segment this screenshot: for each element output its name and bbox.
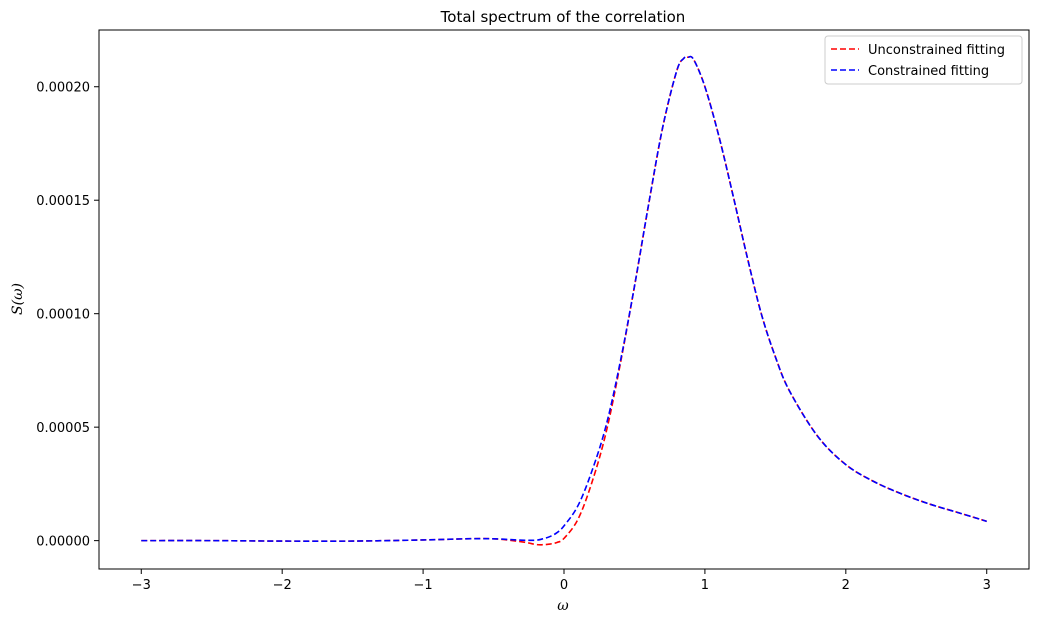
y-axis: 0.00000 0.00005 0.00010 0.00015 0.00020 [36,81,99,550]
chart-title: Total spectrum of the correlation [440,8,686,26]
x-tick-label: 3 [983,578,991,593]
legend-label-constrained: Constrained fitting [868,64,989,79]
y-tick-label: 0.00020 [36,81,90,96]
x-axis: −3 −2 −1 0 1 2 3 [132,569,991,593]
x-tick-label: −1 [414,578,433,593]
y-tick-label: 0.00005 [36,421,90,436]
legend-label-unconstrained: Unconstrained fitting [868,43,1005,58]
x-tick-label: 2 [842,578,850,593]
legend: Unconstrained fitting Constrained fittin… [824,35,1023,85]
y-axis-label: S(ω) [10,283,26,315]
x-axis-label: ω [557,598,569,614]
series-layer [141,55,987,546]
x-tick-label: 0 [560,578,568,593]
x-tick-label: −3 [132,578,151,593]
x-tick-label: 1 [701,578,709,593]
series-line-unconstrained [141,55,987,546]
legend-box [824,35,1023,85]
x-tick-label: −2 [273,578,292,593]
series-line-constrained [141,55,987,542]
y-tick-label: 0.00010 [36,308,90,323]
y-tick-label: 0.00000 [36,535,90,550]
y-tick-label: 0.00015 [36,194,90,209]
